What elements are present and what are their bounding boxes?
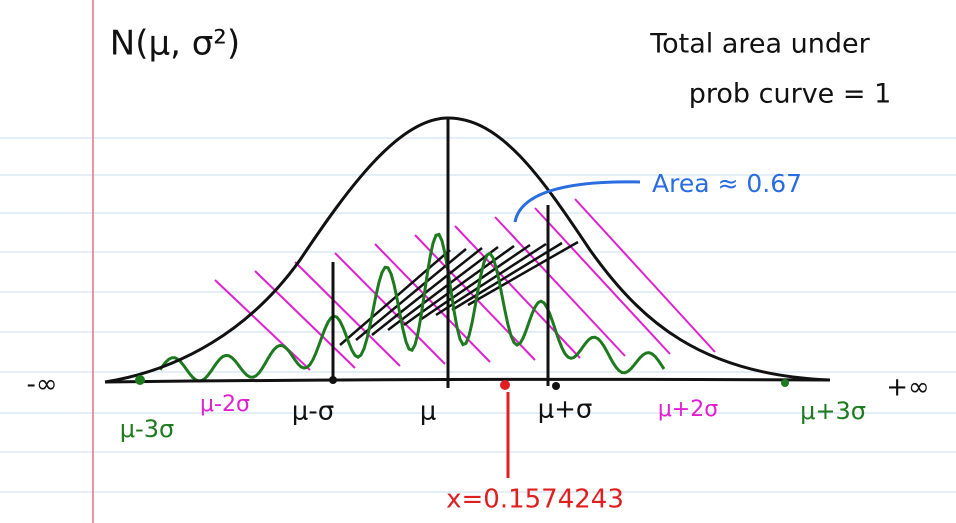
point-label: μ [420, 397, 437, 427]
axis-line [105, 379, 830, 382]
point [329, 376, 337, 384]
hatch-line [468, 242, 578, 305]
green-wave [160, 234, 664, 381]
point [781, 379, 789, 387]
hatch-line [495, 217, 625, 356]
note-line: Total area under [649, 29, 870, 60]
point-label: μ+σ [538, 395, 593, 425]
point-label: μ-3σ [120, 415, 174, 443]
x-value: x=0.1574243 [446, 485, 624, 515]
point [500, 380, 510, 390]
area-label: Area ≈ 0.67 [652, 169, 802, 198]
note-line: prob curve = 1 [689, 79, 892, 110]
point-label: μ+2σ [658, 397, 718, 422]
point-label: μ+3σ [800, 397, 866, 425]
hatch-line [295, 262, 400, 366]
title: N(μ, σ²) [110, 24, 240, 64]
point-label: μ-σ [292, 397, 334, 427]
point [552, 382, 560, 390]
axis-label: -∞ [26, 370, 57, 400]
axis-label: +∞ [886, 373, 929, 403]
point [135, 375, 145, 385]
note-page: N(μ, σ²) Total area under prob curve = 1… [0, 0, 956, 523]
hatch-line [575, 199, 715, 352]
point-label: μ-2σ [200, 392, 250, 417]
hatch-line [452, 243, 562, 310]
